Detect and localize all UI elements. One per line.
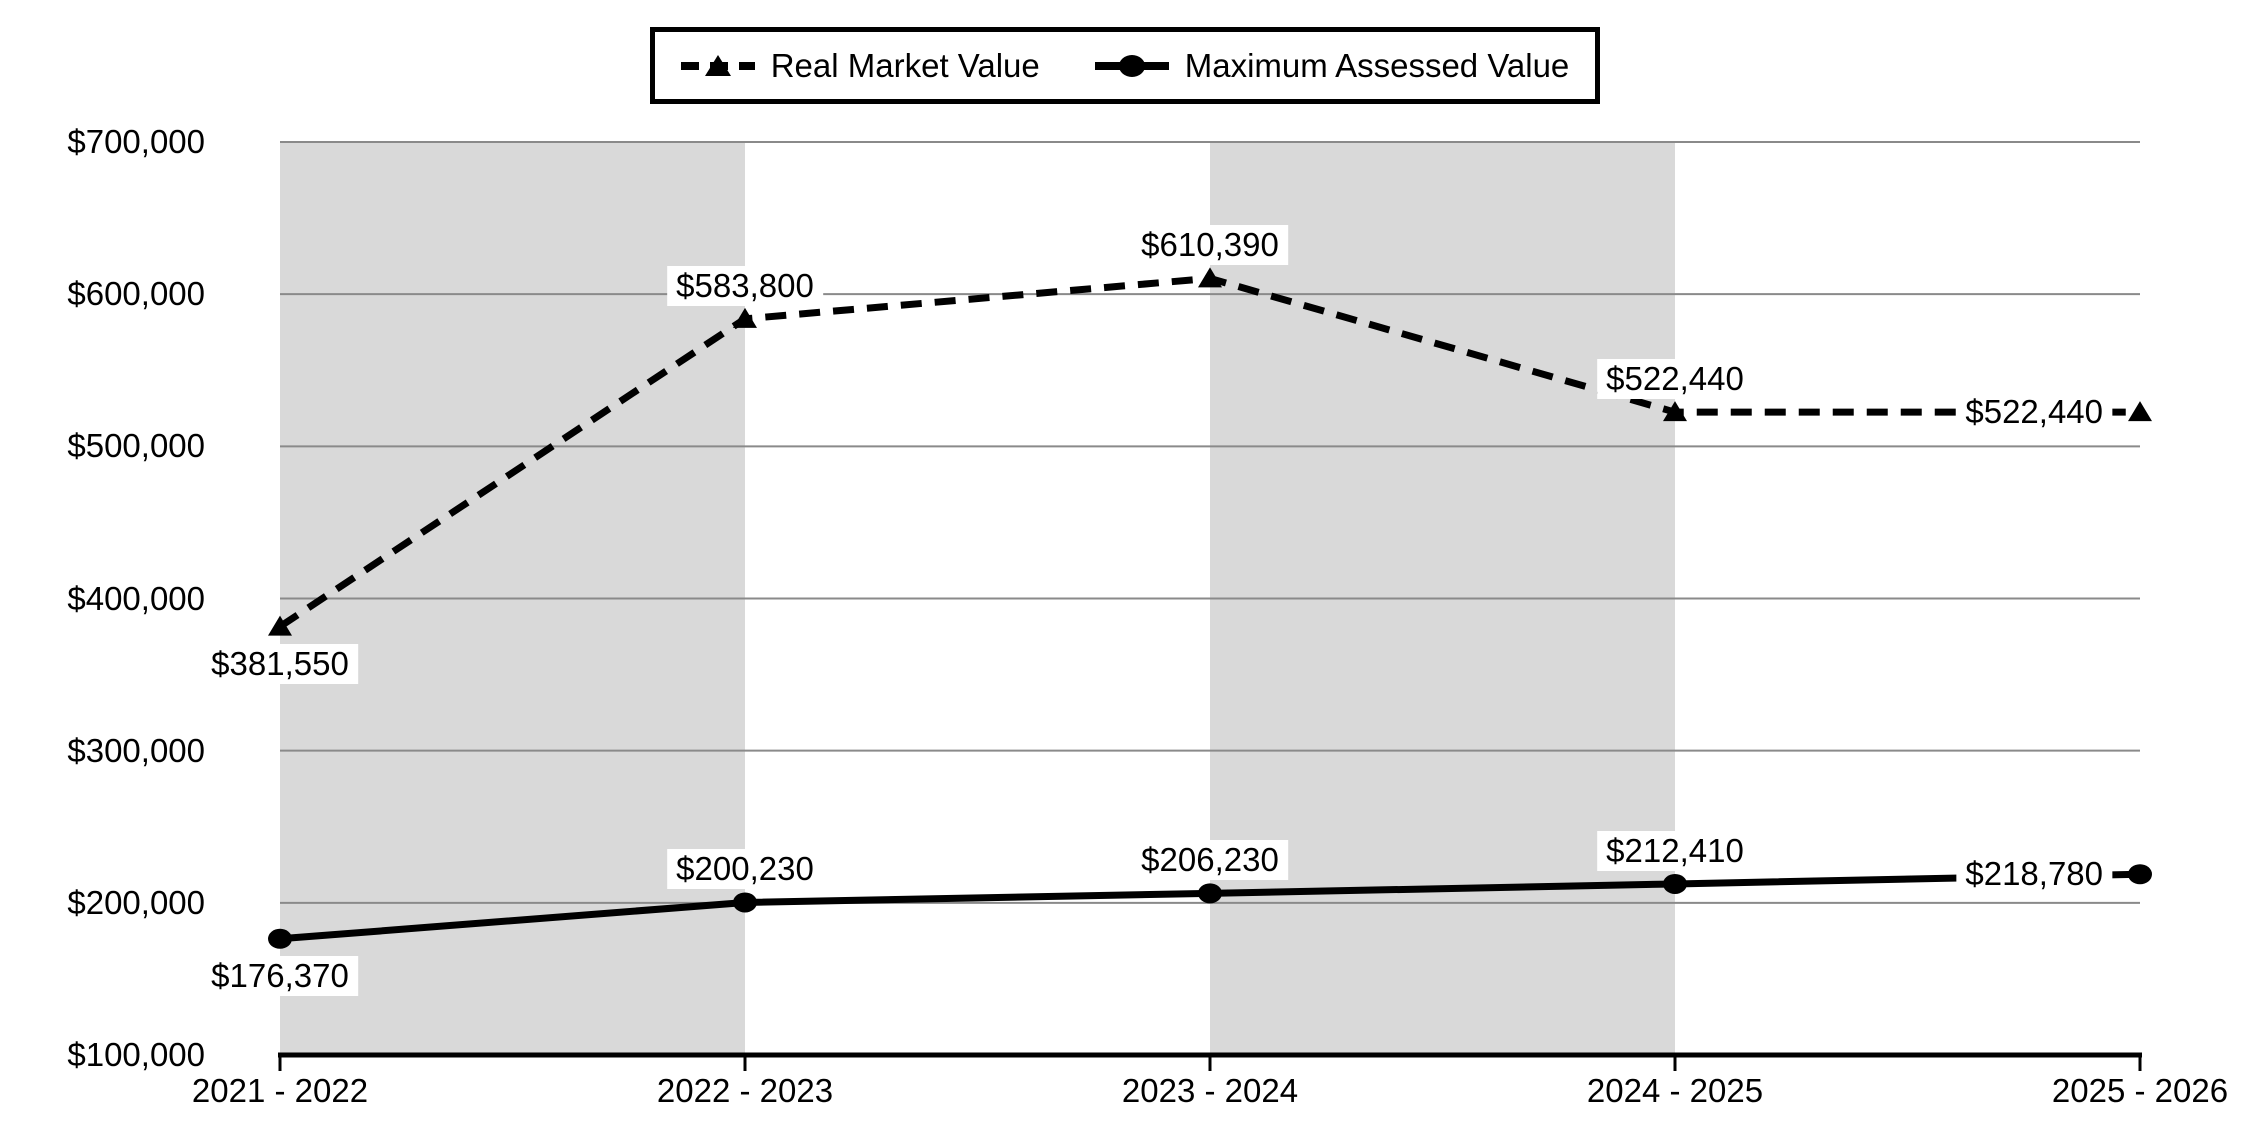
circle-marker [733,892,757,913]
circle-marker [2128,864,2152,885]
triangle-marker [1663,401,1687,422]
circle-marker [1198,883,1222,904]
y-axis-tick-label: $500,000 [67,427,205,465]
triangle-marker [1198,267,1222,288]
data-label: $176,370 [202,955,358,996]
legend-label-real-market-value: Real Market Value [770,46,1040,84]
legend-item-maximum-assessed-value: Maximum Assessed Value [1094,46,1570,85]
y-axis-tick-label: $700,000 [67,123,205,160]
y-axis-tick-label: $600,000 [67,275,205,313]
y-axis-tick-label: $300,000 [67,731,205,769]
data-label: $381,550 [202,643,358,684]
chart-legend: Real Market Value Maximum Assessed Value [650,27,1600,104]
data-label: $583,800 [667,265,823,306]
legend-label-maximum-assessed-value: Maximum Assessed Value [1184,46,1570,84]
triangle-marker [2128,401,2152,422]
y-axis-tick-label: $200,000 [67,883,205,921]
triangle-marker [733,307,757,328]
solid-line-circle-marker-icon [1094,54,1169,77]
dashed-line-triangle-marker-icon [680,54,755,76]
triangle-marker [268,615,292,636]
data-label: $200,230 [667,849,823,890]
legend-item-real-market-value: Real Market Value [680,46,1040,85]
data-label: $218,780 [1956,854,2112,895]
data-label: $212,410 [1597,830,1753,871]
y-axis-tick-label: $100,000 [67,1036,205,1073]
y-axis-tick-label: $400,000 [67,579,205,617]
data-label: $522,440 [1597,359,1753,400]
x-axis-tick-label: 2023 - 2024 [1121,1072,1299,1109]
circle-marker [268,928,292,949]
x-axis-tick-label: 2024 - 2025 [1586,1072,1764,1109]
x-axis-tick-label: 2025 - 2026 [2051,1072,2229,1109]
x-axis-tick-label: 2021 - 2022 [191,1072,369,1109]
x-axis-tick-label: 2022 - 2023 [656,1072,834,1109]
circle-marker [1663,873,1687,894]
data-label: $206,230 [1132,840,1288,881]
data-label: $610,390 [1132,225,1288,266]
data-label: $522,440 [1956,392,2112,433]
